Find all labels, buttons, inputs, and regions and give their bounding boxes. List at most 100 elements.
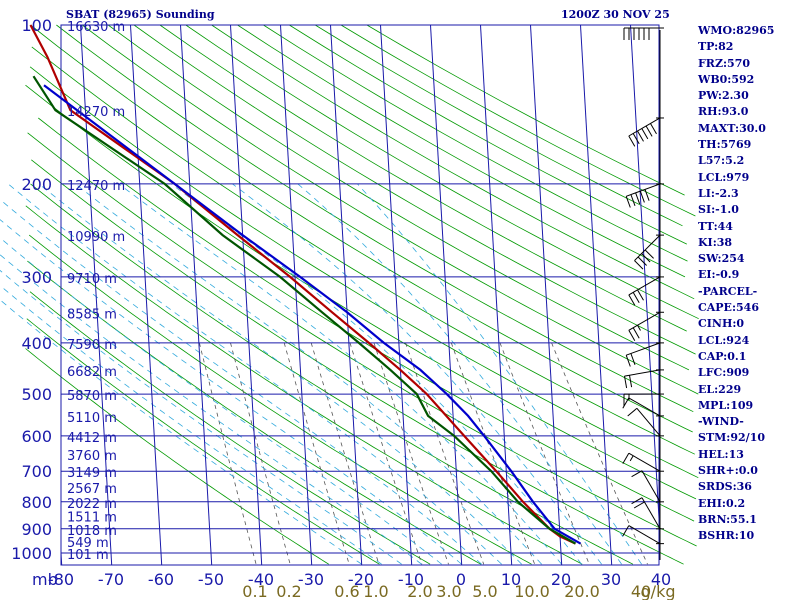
wind-barb-flag [632, 292, 640, 304]
wind-barbs [622, 27, 664, 560]
dry-adiabat [29, 66, 699, 479]
index-item: L57:5.2 [698, 154, 745, 168]
mixing-ratio-line [283, 342, 350, 565]
index-item: SI:-1.0 [698, 203, 739, 217]
height-label: 2022 m [67, 497, 117, 512]
index-item: LI:-2.3 [698, 186, 739, 200]
wind-barb [634, 234, 661, 261]
isotherm [180, 24, 213, 566]
wind-barb [636, 407, 661, 437]
temperature-tick-label: -10 [398, 570, 424, 589]
mixing-ratio-label: 0.6 [334, 582, 359, 600]
wind-barb-flag [624, 376, 628, 389]
height-label: 1018 m [67, 524, 117, 539]
moist-adiabat [297, 183, 622, 565]
mixing-ratio-line [230, 342, 291, 565]
isotherm [480, 24, 513, 566]
height-label: 4412 m [67, 431, 117, 446]
pressure-tick-label: 400 [21, 334, 52, 353]
wind-barb-flag [628, 135, 636, 147]
dry-adiabat [314, 24, 683, 227]
height-label: 6682 m [67, 365, 117, 380]
height-label: 9710 m [67, 272, 117, 287]
index-item: -WIND- [698, 415, 744, 429]
wind-barb-flag [644, 249, 654, 259]
pressure-tick-label: 100 [21, 16, 52, 35]
moist-adiabat [75, 183, 542, 565]
wind-barb-flag [631, 497, 643, 505]
height-label: 101 m [67, 548, 109, 563]
pressure-tick-label: 900 [21, 520, 52, 539]
index-item: LFC:909 [698, 366, 750, 380]
mixing-ratio-line [551, 342, 648, 565]
mixing-ratio-line [310, 342, 380, 565]
moist-adiabat [7, 183, 502, 565]
temperature-tick-label: 30 [601, 570, 621, 589]
dry-adiabat [56, 24, 694, 413]
wind-barb [628, 452, 661, 472]
dry-adiabat [31, 159, 684, 565]
mixing-ratio-line [199, 342, 257, 565]
isotherm [80, 24, 113, 566]
moist-adiabat [38, 183, 522, 565]
mixing-ratio-label: 1.0 [363, 582, 388, 600]
wind-barb-flag [650, 123, 657, 135]
temperature-tick-label: -40 [248, 570, 274, 589]
wind-barb-flag [622, 397, 630, 409]
height-label: 16630 m [67, 20, 125, 35]
index-item: SHR+:0.0 [698, 464, 758, 478]
height-label: 8585 m [67, 307, 117, 322]
mixing-ratio-line [499, 342, 590, 565]
moist-adiabat [0, 237, 442, 565]
wind-barb-flag [625, 196, 631, 208]
stability-indices: WMO:82965 TP:82 FRZ:570 WB0:592 PW:2.30 RH:93… [698, 23, 774, 545]
moist-adiabat [357, 183, 642, 565]
wind-barb-flag [630, 353, 636, 365]
dry-adiabat [27, 132, 697, 547]
index-item: EL:229 [698, 382, 742, 396]
mixing-ratio-label: g/kg [641, 582, 676, 600]
height-label: 5870 m [67, 389, 117, 404]
wind-barb [628, 276, 661, 296]
temperature-tick-label: -80 [48, 570, 74, 589]
index-item: FRZ:570 [698, 56, 751, 70]
isotherm [380, 24, 413, 566]
index-item: SW:254 [698, 252, 745, 266]
index-item: RH:93.0 [698, 105, 749, 119]
dry-adiabat [211, 24, 695, 300]
mixing-ratio-label: 20.0 [564, 582, 600, 600]
index-item: KI:38 [698, 235, 733, 249]
index-item: SRDS:36 [698, 480, 752, 494]
mixing-ratio-label: 40 [631, 582, 651, 600]
dry-adiabat [25, 205, 583, 565]
moist-adiabat [170, 183, 582, 565]
dry-adiabat [133, 24, 696, 355]
index-item: CAP:0.1 [698, 349, 747, 363]
isotherms [60, 24, 660, 566]
index-item: LCL:979 [698, 170, 750, 184]
pressure-unit-label: mb [32, 570, 58, 589]
height-label: 5110 m [67, 411, 117, 426]
mixing-ratio-label: 10.0 [514, 582, 550, 600]
index-item: WMO:82965 [698, 24, 775, 37]
wind-barb-flag [622, 525, 630, 537]
isobars [60, 24, 660, 566]
temperature-tick-label: -60 [148, 570, 174, 589]
temperature-tick-label: -30 [298, 570, 324, 589]
moist-adiabat [0, 254, 422, 565]
temperature-tick-label: 20 [551, 570, 571, 589]
pressure-tick-label: 700 [21, 462, 52, 481]
dry-adiabat [107, 24, 690, 371]
sounding-profiles [29, 24, 582, 545]
index-item: CAPE:546 [698, 301, 759, 315]
wind-barb-flag [637, 289, 644, 301]
temperature-tick-label: -20 [348, 570, 374, 589]
index-item: STM:92/10 [698, 431, 765, 445]
wind-barb-flag [641, 128, 649, 140]
wind-barb-flag [641, 253, 651, 263]
index-item: TP:82 [698, 40, 734, 54]
wind-barb-flag [645, 125, 653, 137]
isotherm [330, 24, 363, 566]
